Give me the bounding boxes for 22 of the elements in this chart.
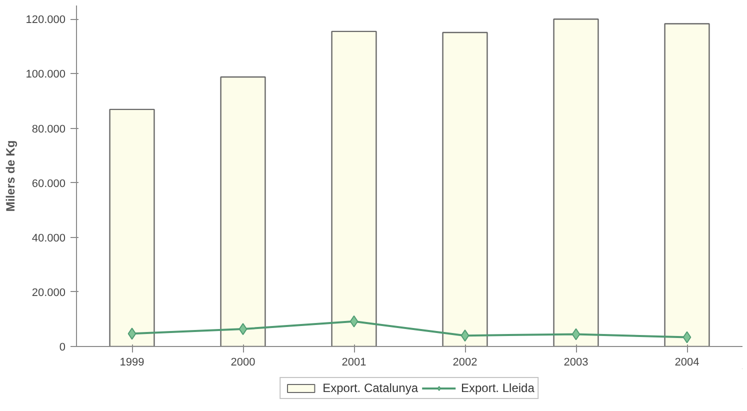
legend-label: Export. Catalunya xyxy=(322,381,418,395)
y-tick-label: 60.000 xyxy=(32,178,66,190)
y-tick-label: 20.000 xyxy=(32,286,66,299)
bar xyxy=(331,30,377,346)
y-tick-label: 40.000 xyxy=(32,232,66,244)
y-tick-label: 0 xyxy=(59,342,66,354)
bar xyxy=(109,108,155,346)
bar xyxy=(553,18,599,346)
y-tick-label: 80.000 xyxy=(32,123,66,136)
y-tick-label: 120.000 xyxy=(26,14,66,26)
y-axis-title: Milers de Kg xyxy=(4,140,18,212)
x-tick-label: 2002 xyxy=(452,356,478,368)
x-tick-label: 2003 xyxy=(564,356,588,368)
x-tick-label: 2000 xyxy=(230,356,256,368)
y-tick-label: 100.000 xyxy=(26,68,66,81)
legend-label: Export. Lleida xyxy=(461,381,534,395)
bar xyxy=(664,23,710,346)
bar xyxy=(220,76,266,346)
x-tick-label: 2004 xyxy=(674,356,700,368)
bar xyxy=(442,32,488,346)
x-tick-label: 1999 xyxy=(120,356,144,368)
x-tick-label: 2001 xyxy=(342,356,366,368)
